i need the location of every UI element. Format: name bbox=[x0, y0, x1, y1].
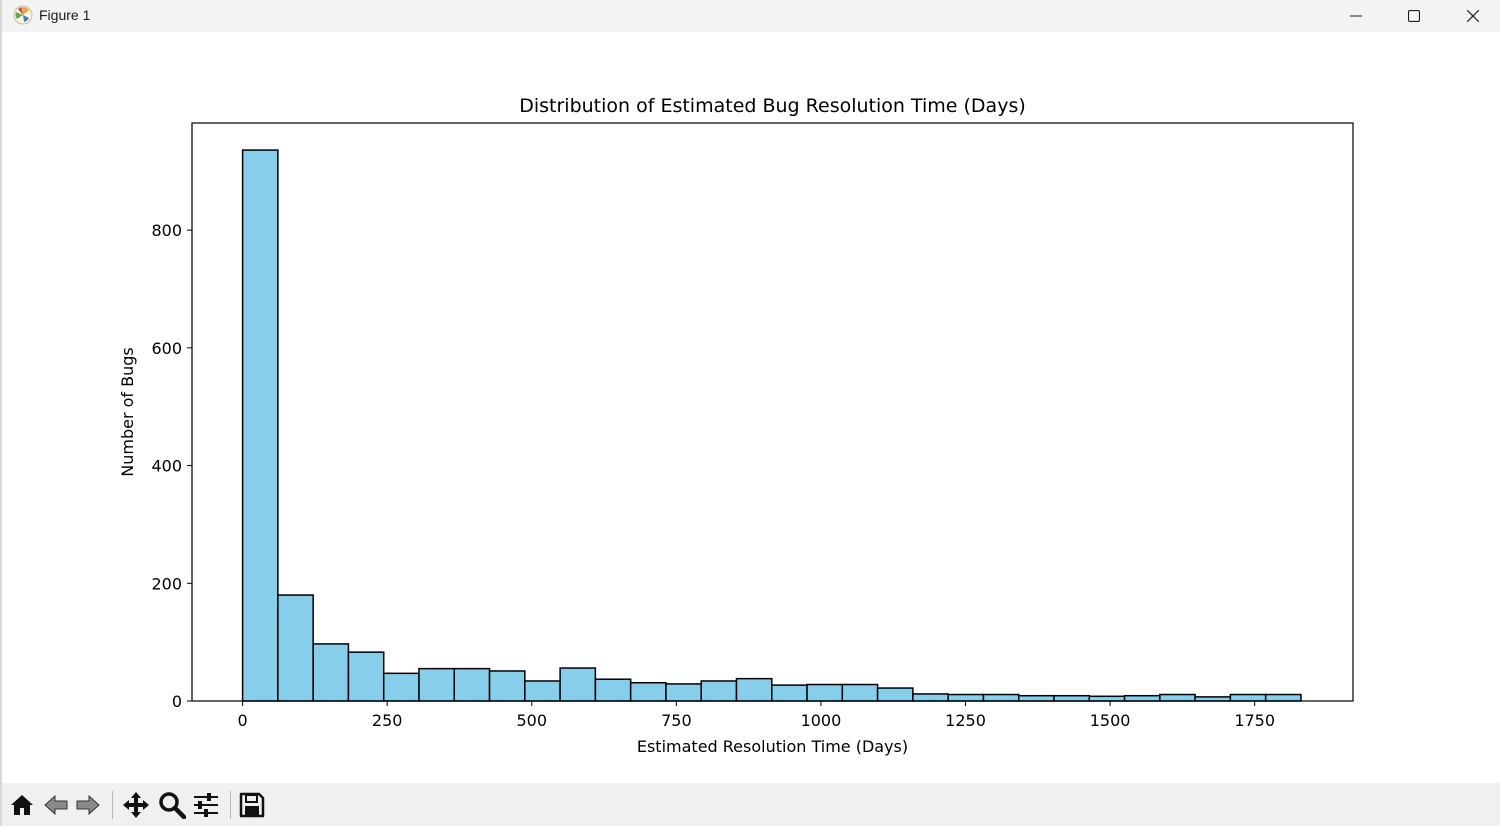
histogram-bar bbox=[347, 651, 385, 702]
pan-icon bbox=[123, 792, 149, 818]
y-tick-label: 800 bbox=[151, 221, 182, 240]
configure-subplots-button[interactable] bbox=[190, 789, 222, 821]
histogram-bar bbox=[876, 687, 914, 702]
x-axis-label: Estimated Resolution Time (Days) bbox=[637, 737, 908, 756]
x-tick-label: 500 bbox=[516, 711, 547, 730]
axes-frame bbox=[191, 122, 1354, 702]
histogram-bar bbox=[665, 683, 702, 702]
histogram-bar bbox=[735, 677, 773, 702]
histogram-bar bbox=[841, 683, 879, 702]
histogram-bar bbox=[1194, 696, 1232, 702]
histogram-bar bbox=[1123, 694, 1161, 702]
histogram-bar bbox=[629, 682, 667, 702]
x-tick-label: 1250 bbox=[945, 711, 986, 730]
histogram-bar bbox=[277, 594, 314, 702]
histogram-bar bbox=[700, 680, 738, 702]
histogram-bar bbox=[1229, 693, 1267, 702]
back-button[interactable] bbox=[40, 789, 72, 821]
forward-icon bbox=[76, 794, 100, 816]
close-button[interactable] bbox=[1444, 0, 1500, 32]
x-tick-label: 250 bbox=[372, 711, 403, 730]
histogram-bar bbox=[771, 684, 808, 702]
histogram-bar bbox=[1053, 694, 1091, 702]
save-icon bbox=[239, 792, 265, 818]
maximize-icon bbox=[1408, 10, 1420, 22]
y-tick-label: 600 bbox=[151, 339, 182, 358]
home-button[interactable] bbox=[6, 789, 38, 821]
histogram-bar bbox=[524, 680, 561, 702]
y-tick-label: 200 bbox=[151, 574, 182, 593]
y-tick-label: 400 bbox=[151, 457, 182, 476]
histogram-bar bbox=[1264, 693, 1302, 702]
histogram-bar bbox=[912, 693, 949, 702]
histogram-bar bbox=[382, 672, 420, 702]
histogram-bar bbox=[453, 667, 491, 702]
title-bar: Figure 1 bbox=[2, 0, 1500, 32]
configure-subplots-icon bbox=[194, 793, 218, 817]
histogram-bar bbox=[241, 149, 279, 702]
histogram-bar bbox=[488, 670, 526, 702]
back-icon bbox=[44, 794, 68, 816]
close-icon bbox=[1467, 10, 1479, 22]
navigation-toolbar bbox=[2, 783, 1500, 826]
y-axis-label: Number of Bugs bbox=[118, 347, 137, 476]
histogram-bar bbox=[1088, 695, 1126, 702]
histogram-bar bbox=[982, 693, 1020, 702]
matplotlib-icon bbox=[13, 5, 33, 25]
zoom-icon bbox=[159, 792, 186, 819]
toolbar-separator bbox=[112, 791, 113, 819]
save-button[interactable] bbox=[236, 789, 268, 821]
x-tick-label: 1750 bbox=[1234, 711, 1275, 730]
maximize-button[interactable] bbox=[1385, 0, 1443, 32]
minimize-icon bbox=[1350, 15, 1362, 17]
histogram-bar bbox=[559, 667, 597, 702]
histogram-bar bbox=[418, 667, 456, 702]
window-title: Figure 1 bbox=[39, 7, 91, 23]
zoom-button[interactable] bbox=[156, 789, 188, 821]
histogram-bar bbox=[594, 678, 632, 702]
histogram-bar bbox=[1159, 693, 1196, 702]
minimize-button[interactable] bbox=[1327, 0, 1385, 32]
chart-title: Distribution of Estimated Bug Resolution… bbox=[519, 95, 1026, 117]
histogram-chart: 0 250 500 750 1000 1250 1500 1750 0 200 400 600 800 D… bbox=[118, 95, 1354, 756]
x-tick-label: 1000 bbox=[801, 711, 842, 730]
x-tick-label: 750 bbox=[661, 711, 692, 730]
pan-button[interactable] bbox=[120, 789, 152, 821]
histogram-bar bbox=[312, 643, 350, 702]
histogram-bar bbox=[806, 683, 844, 702]
y-tick-label: 0 bbox=[172, 692, 182, 711]
figure-canvas: 0 250 500 750 1000 1250 1500 1750 0 200 400 600 800 D… bbox=[2, 32, 1500, 783]
x-tick-label: 1500 bbox=[1090, 711, 1131, 730]
window-left-edge bbox=[0, 0, 2, 826]
histogram-bar bbox=[947, 693, 985, 702]
histogram-bar bbox=[1017, 694, 1055, 702]
forward-button[interactable] bbox=[72, 789, 104, 821]
x-tick-label: 0 bbox=[238, 711, 248, 730]
home-icon bbox=[11, 795, 33, 815]
toolbar-separator bbox=[230, 791, 231, 819]
